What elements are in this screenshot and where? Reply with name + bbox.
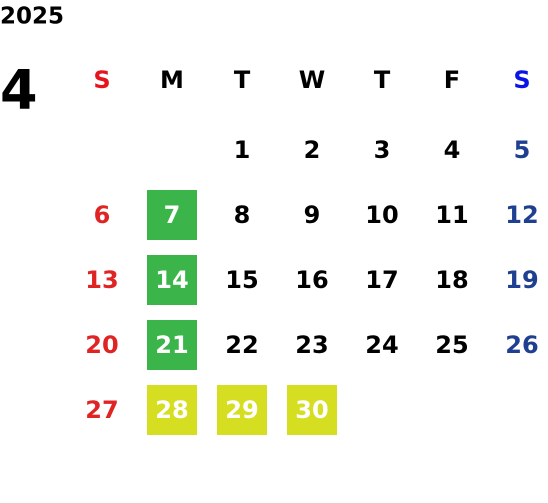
day-highlight — [147, 385, 197, 435]
day: 7 — [164, 201, 181, 229]
day-highlight — [147, 255, 197, 305]
day: 1 — [234, 136, 251, 164]
weekday: T — [234, 66, 251, 94]
day: 14 — [155, 266, 188, 294]
day: 22 — [225, 331, 258, 359]
weekday: M — [160, 66, 184, 94]
day: 5 — [514, 136, 531, 164]
day: 12 — [505, 201, 538, 229]
day: 9 — [304, 201, 321, 229]
day: 27 — [85, 396, 118, 424]
day: 17 — [365, 266, 398, 294]
day: 23 — [295, 331, 328, 359]
day: 13 — [85, 266, 118, 294]
day: 11 — [435, 201, 468, 229]
month: 4 — [0, 59, 38, 122]
day: 3 — [374, 136, 391, 164]
day: 29 — [225, 396, 258, 424]
day: 21 — [155, 331, 188, 359]
day-highlight — [217, 385, 267, 435]
day-highlight — [287, 385, 337, 435]
day: 24 — [365, 331, 398, 359]
day: 30 — [295, 396, 328, 424]
weekday: F — [444, 66, 460, 94]
day-highlight — [147, 190, 197, 240]
day: 28 — [155, 396, 188, 424]
day: 4 — [444, 136, 461, 164]
weekday: S — [93, 66, 110, 94]
weekday: W — [299, 66, 325, 94]
day: 25 — [435, 331, 468, 359]
day: 20 — [85, 331, 118, 359]
day: 2 — [304, 136, 321, 164]
weekday: S — [513, 66, 530, 94]
weekday: T — [374, 66, 391, 94]
day: 26 — [505, 331, 538, 359]
day: 16 — [295, 266, 328, 294]
day: 10 — [365, 201, 398, 229]
day: 19 — [505, 266, 538, 294]
day: 15 — [225, 266, 258, 294]
day-highlight — [147, 320, 197, 370]
year: 2025 — [0, 4, 64, 30]
day: 6 — [94, 201, 111, 229]
day: 18 — [435, 266, 468, 294]
day: 8 — [234, 201, 251, 229]
